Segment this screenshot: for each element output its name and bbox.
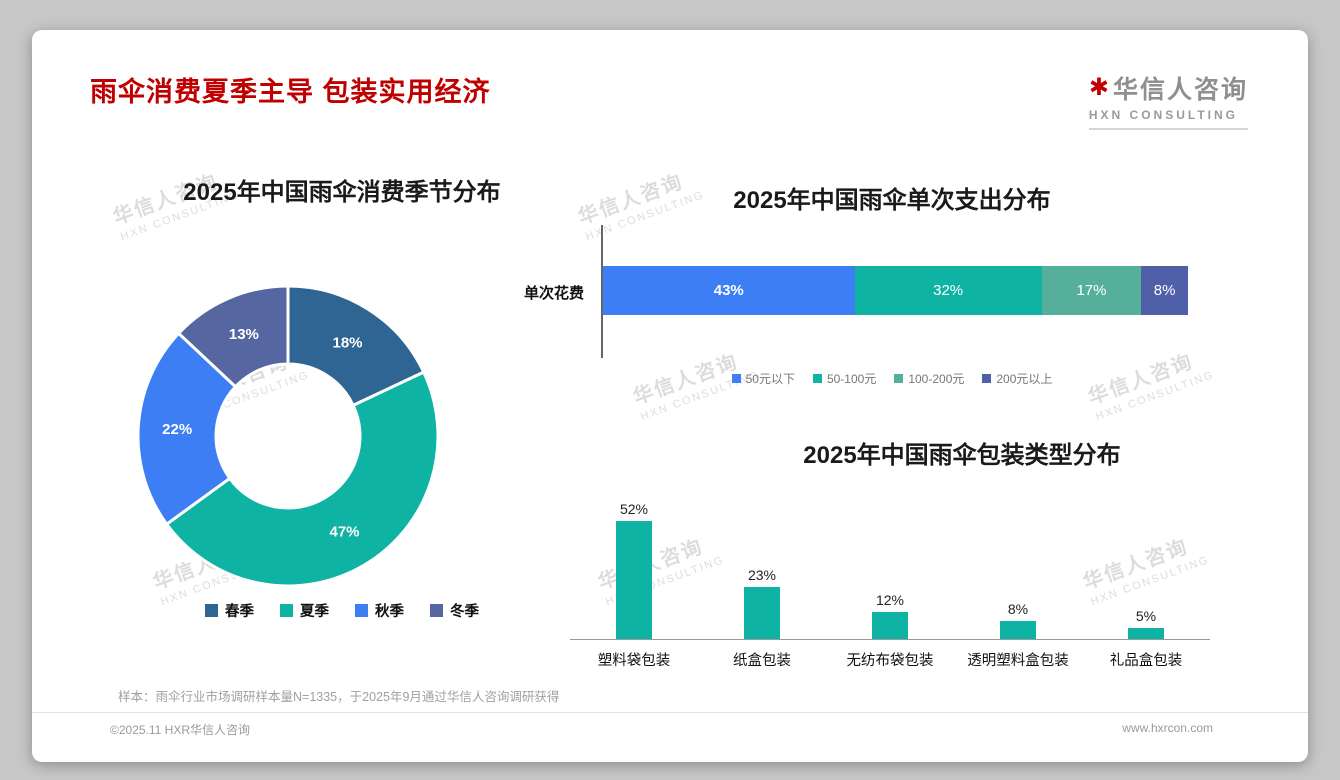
footer-website: www.hxrcon.com (1122, 721, 1213, 735)
legend-swatch (982, 374, 992, 383)
legend-item-秋季: 秋季 (355, 600, 404, 621)
brand-logo-subtitle: HXN CONSULTING (1088, 108, 1238, 122)
legend-item-100-200元: 100-200元 (894, 370, 964, 387)
season-chart-title: 2025年中国雨伞消费季节分布 (183, 179, 501, 206)
legend-swatch (731, 374, 741, 383)
legend-label: 50元以下 (745, 372, 795, 386)
stacked-segment-200元以上: 8% (1141, 266, 1188, 315)
season-chart-legend: 春季 夏季 秋季 冬季 (92, 600, 592, 621)
packaging-bar-plot: 52% 23% 12% 8% 5% (570, 495, 1210, 640)
bar-column-无纺布袋包装: 12% (826, 592, 954, 639)
bar-category-label: 透明塑料盒包装 (967, 653, 1069, 669)
donut-segment-夏季 (164, 370, 440, 588)
bar-value-label: 8% (1007, 601, 1029, 617)
stacked-segment-50-100元: 32% (854, 266, 1042, 315)
legend-swatch (430, 604, 443, 617)
legend-label: 春季 (225, 604, 254, 620)
legend-label: 夏季 (300, 604, 329, 620)
report-card: 华信人咨询 HXN CONSULTING 华信人咨询 HXN CONSULTING … (32, 30, 1308, 762)
stacked-segment-50元以下: 43% (603, 266, 855, 315)
packaging-chart-title: 2025年中国雨伞包装类型分布 (803, 442, 1121, 469)
footer-copyright: ©2025.11 HXR华信人咨询 (110, 723, 250, 737)
brand-logo: ✱ 华信人咨询 HXN CONSULTING (1088, 70, 1248, 130)
report-header: 雨伞消费夏季主导 包装实用经济 ✱ 华信人咨询 HXN CONSULTING (90, 70, 1248, 130)
bar-category-label: 无纺布袋包装 (846, 653, 934, 669)
legend-label: 50-100元 (826, 372, 877, 386)
legend-item-冬季: 冬季 (430, 600, 479, 621)
legend-swatch (205, 604, 218, 617)
donut-value-label: 47% (329, 524, 359, 541)
bar-column-塑料袋包装: 52% (570, 501, 698, 639)
packaging-category-labels: 塑料袋包装 纸盒包装 无纺布袋包装 透明塑料盒包装 礼品盒包装 (570, 641, 1210, 670)
bar-column-礼品盒包装: 5% (1082, 608, 1210, 639)
stacked-segment-100-200元: 17% (1041, 266, 1142, 315)
donut-segment-冬季 (176, 284, 290, 389)
legend-item-夏季: 夏季 (280, 600, 329, 621)
donut-segment-春季 (286, 284, 426, 408)
legend-label: 秋季 (375, 604, 404, 620)
bar-value-label: 23% (747, 567, 777, 583)
bar (1128, 628, 1164, 639)
spend-chart-axis (601, 225, 603, 358)
donut-value-label: 18% (332, 334, 362, 351)
bar-column-纸盒包装: 23% (698, 567, 826, 639)
legend-item-50元以下: 50元以下 (731, 370, 795, 387)
page-title: 雨伞消费夏季主导 包装实用经济 (90, 77, 491, 107)
legend-item-50-100元: 50-100元 (812, 370, 877, 387)
spend-chart-legend: 50元以下 50-100元 100-200元 200元以上 (592, 370, 1192, 387)
bar-category-label: 塑料袋包装 (597, 653, 671, 669)
legend-swatch (894, 374, 904, 383)
bar-category-label: 纸盒包装 (733, 653, 791, 669)
season-donut-chart: 18% 47% 22% 13% (136, 284, 440, 588)
legend-item-春季: 春季 (205, 600, 254, 621)
bar (872, 612, 908, 639)
brand-logo-icon: ✱ (1088, 74, 1109, 101)
bar-value-label: 12% (875, 592, 905, 608)
sample-footnote: 样本：雨伞行业市场调研样本量N=1335，于2025年9月通过华信人咨询调研获得 (118, 690, 560, 704)
spend-row-label: 单次花费 (523, 285, 584, 302)
legend-swatch (280, 604, 293, 617)
spend-stacked-bar: 43% 32% 17% 8% (603, 266, 1188, 315)
donut-value-label: 13% (229, 326, 259, 343)
donut-segment-秋季 (136, 331, 238, 527)
bar-value-label: 5% (1135, 608, 1157, 624)
bar (1000, 621, 1036, 639)
bar (744, 587, 780, 639)
bar-category-label: 礼品盒包装 (1109, 653, 1183, 669)
legend-swatch (355, 604, 368, 617)
bar-value-label: 52% (619, 501, 649, 517)
donut-value-label: 22% (162, 421, 192, 438)
brand-logo-name: 华信人咨询 (1112, 76, 1248, 104)
legend-item-200元以上: 200元以上 (982, 370, 1052, 387)
spend-chart-title: 2025年中国雨伞单次支出分布 (733, 187, 1051, 214)
legend-swatch (812, 374, 822, 383)
legend-label: 200元以上 (996, 372, 1053, 386)
bar (616, 521, 652, 639)
footer-divider (32, 712, 1308, 713)
legend-label: 冬季 (450, 604, 479, 620)
bar-column-透明塑料盒包装: 8% (954, 601, 1082, 639)
legend-label: 100-200元 (908, 372, 965, 386)
